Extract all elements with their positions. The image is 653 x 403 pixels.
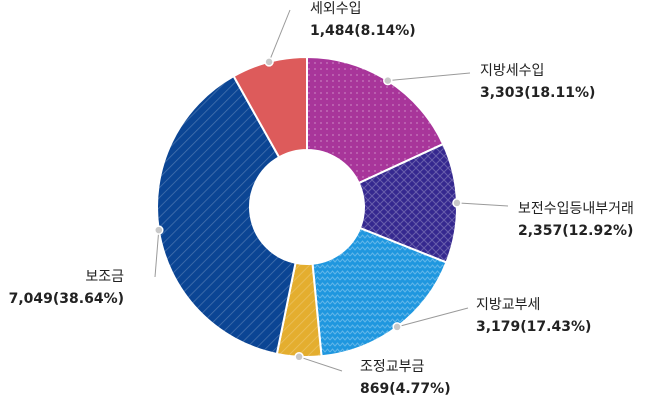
slice-name-label: 조정교부금 — [360, 359, 425, 375]
leader-dot — [383, 75, 393, 86]
slice-조정교부금-pattern — [276, 262, 322, 357]
leader-line — [387, 72, 471, 82]
slice-보조금-pattern — [156, 76, 296, 354]
leader-line — [268, 9, 291, 63]
slice-labels: 지방세수입 3,303(18.11%) 보전수입등내부거래 2,357(12.92%)… — [9, 1, 634, 397]
slice-value-label: 7,049(38.64%) — [9, 291, 124, 307]
slice-보전수입등내부거래 — [357, 142, 458, 264]
slice-보조금 — [156, 74, 297, 356]
leader-dot — [294, 352, 304, 362]
leader-dot — [264, 57, 274, 67]
donut-hole — [250, 150, 364, 264]
donut-slices — [156, 55, 458, 358]
slice-value-label: 2,357(12.92%) — [518, 223, 633, 239]
slice-value-label: 3,303(18.11%) — [480, 85, 595, 101]
slice-name-label: 세외수입 — [310, 1, 362, 17]
leader-dot — [392, 322, 402, 332]
slice-보전수입등내부거래-label: 보전수입등내부거래 2,357(12.92%) — [452, 198, 634, 239]
slice-보전수입등내부거래-pattern — [358, 144, 457, 263]
leader-line — [456, 202, 509, 207]
leader-line — [298, 356, 343, 372]
leader-line — [154, 230, 160, 278]
slice-조정교부금-label: 조정교부금 869(4.77%) — [294, 352, 451, 397]
slice-세외수입-label: 세외수입 1,484(8.14%) — [264, 1, 416, 67]
slice-지방세수입-label: 지방세수입 3,303(18.11%) — [383, 63, 595, 101]
slice-지방세수입-pattern — [307, 57, 444, 184]
leader-line — [396, 307, 469, 328]
slice-보조금-label: 보조금 7,049(38.64%) — [9, 225, 164, 307]
slice-name-label: 지방교부세 — [476, 297, 540, 313]
slice-지방교부세-label: 지방교부세 3,179(17.43%) — [392, 297, 591, 335]
slice-name-label: 보전수입등내부거래 — [518, 201, 634, 217]
slice-value-label: 3,179(17.43%) — [476, 319, 591, 335]
slice-name-label: 보조금 — [85, 269, 124, 285]
leader-dot — [154, 225, 164, 235]
slice-name-label: 지방세수입 — [480, 63, 544, 79]
slice-지방교부세-pattern — [312, 228, 447, 357]
slice-value-label: 869(4.77%) — [360, 381, 451, 397]
leader-dot — [452, 198, 462, 208]
slice-value-label: 1,484(8.14%) — [310, 23, 416, 39]
